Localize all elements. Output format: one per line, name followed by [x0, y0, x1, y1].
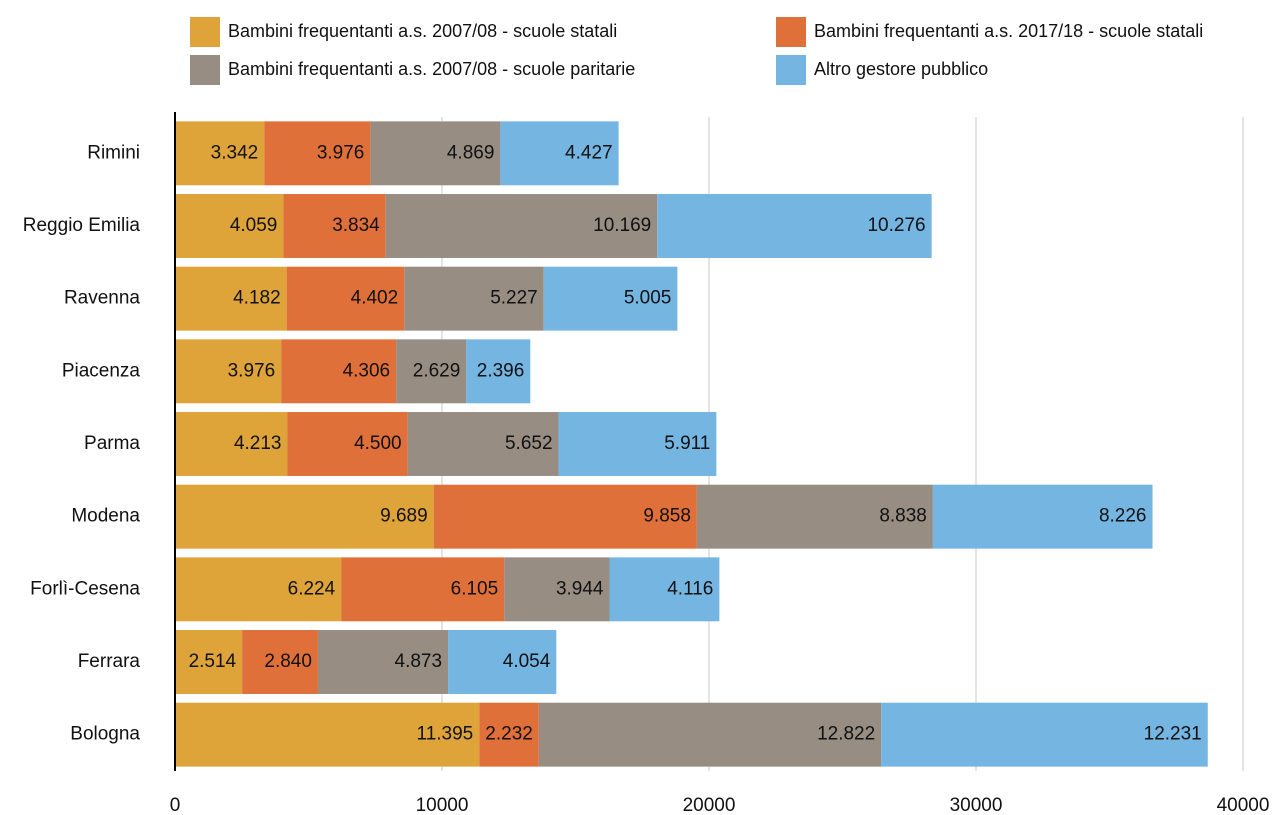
bar-segment — [175, 702, 480, 767]
bar-segment — [341, 557, 505, 622]
data-label: 4.116 — [667, 578, 713, 599]
x-tick-label: 20000 — [683, 795, 736, 815]
data-label: 6.105 — [451, 578, 499, 599]
data-label: 3.342 — [211, 142, 259, 163]
bar-segment — [558, 412, 717, 476]
data-label: 2.232 — [485, 724, 533, 745]
data-label: 4.306 — [343, 360, 391, 381]
x-tick-label: 40000 — [1217, 795, 1270, 815]
y-tick-label: Parma — [84, 433, 140, 454]
data-label: 3.834 — [332, 215, 380, 236]
bar-segment — [932, 484, 1153, 549]
legend-label: Bambini frequentanti a.s. 2007/08 - scuo… — [228, 59, 635, 79]
bar-segment — [287, 412, 408, 476]
data-label: 2.629 — [413, 360, 461, 381]
data-label: 9.689 — [380, 506, 428, 527]
data-label: 2.396 — [477, 360, 525, 381]
data-label: 4.182 — [233, 288, 281, 309]
data-label: 4.427 — [565, 142, 613, 163]
bar-segment — [286, 266, 405, 331]
bar-segment — [281, 339, 397, 404]
bar-segment — [504, 557, 610, 622]
bar-segment — [448, 630, 557, 694]
data-label: 10.276 — [867, 215, 925, 236]
bar-segment — [543, 266, 678, 331]
data-label: 4.213 — [234, 433, 282, 454]
bar-segment — [385, 194, 658, 258]
bar-segment — [283, 194, 386, 258]
bar-segment — [264, 121, 371, 186]
bar-segment — [175, 121, 265, 186]
data-label: 3.976 — [228, 360, 276, 381]
legend-swatch — [776, 55, 806, 85]
bar-segment — [404, 266, 544, 331]
bar-segment — [175, 412, 288, 476]
bar-segment — [479, 702, 539, 767]
data-label: 2.514 — [189, 651, 237, 672]
data-label: 8.226 — [1099, 506, 1147, 527]
data-label: 4.059 — [230, 215, 278, 236]
y-tick-label: Rimini — [87, 142, 140, 163]
data-label: 4.402 — [351, 288, 399, 309]
y-tick-label: Forlì-Cesena — [30, 578, 140, 599]
data-label: 6.224 — [288, 578, 336, 599]
bar-segment — [242, 630, 318, 694]
data-label: 11.395 — [417, 724, 474, 745]
x-tick-label: 30000 — [950, 795, 1003, 815]
y-tick-label: Reggio Emilia — [23, 215, 141, 236]
y-tick-label: Piacenza — [62, 360, 141, 381]
bar-segment — [466, 339, 531, 404]
data-label: 10.169 — [593, 215, 651, 236]
data-label: 4.054 — [503, 651, 551, 672]
bar-segment — [175, 339, 282, 404]
bar-segment — [538, 702, 882, 767]
data-label: 5.652 — [505, 433, 553, 454]
bar-segment — [433, 484, 697, 549]
data-label: 3.944 — [556, 578, 604, 599]
bar-segment — [175, 266, 287, 331]
legend-label: Altro gestore pubblico — [814, 59, 988, 79]
legend-swatch — [190, 55, 220, 85]
bar-segment — [175, 557, 342, 622]
bar-segment — [370, 121, 501, 186]
bar-segment — [657, 194, 932, 258]
data-label: 5.911 — [664, 433, 710, 454]
y-tick-label: Bologna — [70, 724, 140, 745]
data-label: 12.231 — [1144, 724, 1202, 745]
y-tick-label: Modena — [71, 506, 140, 527]
data-label: 9.858 — [643, 506, 691, 527]
bar-segment — [175, 630, 243, 694]
data-label: 5.227 — [490, 288, 538, 309]
legend-label: Bambini frequentanti a.s. 2007/08 - scuo… — [228, 21, 617, 41]
data-label: 8.838 — [879, 506, 927, 527]
bar-segment — [881, 702, 1208, 767]
bar-segment — [407, 412, 559, 476]
data-label: 4.873 — [395, 651, 443, 672]
x-tick-label: 10000 — [416, 795, 469, 815]
legend-swatch — [776, 17, 806, 47]
data-label: 4.869 — [447, 142, 495, 163]
data-label: 4.500 — [354, 433, 402, 454]
bar-segment — [696, 484, 933, 549]
bar-segment — [609, 557, 720, 622]
bar-segment — [317, 630, 449, 694]
x-tick-label: 0 — [170, 795, 181, 815]
data-label: 12.822 — [817, 724, 875, 745]
bar-segment — [500, 121, 619, 186]
data-label: 2.840 — [264, 651, 312, 672]
data-label: 3.976 — [317, 142, 365, 163]
y-tick-label: Ferrara — [78, 651, 141, 672]
legend-label: Bambini frequentanti a.s. 2017/18 - scuo… — [814, 21, 1203, 41]
legend-swatch — [190, 17, 220, 47]
y-tick-label: Ravenna — [64, 288, 140, 309]
data-label: 5.005 — [624, 288, 672, 309]
bar-segment — [175, 194, 284, 258]
bar-segment — [396, 339, 467, 404]
bar-segment — [175, 484, 434, 549]
